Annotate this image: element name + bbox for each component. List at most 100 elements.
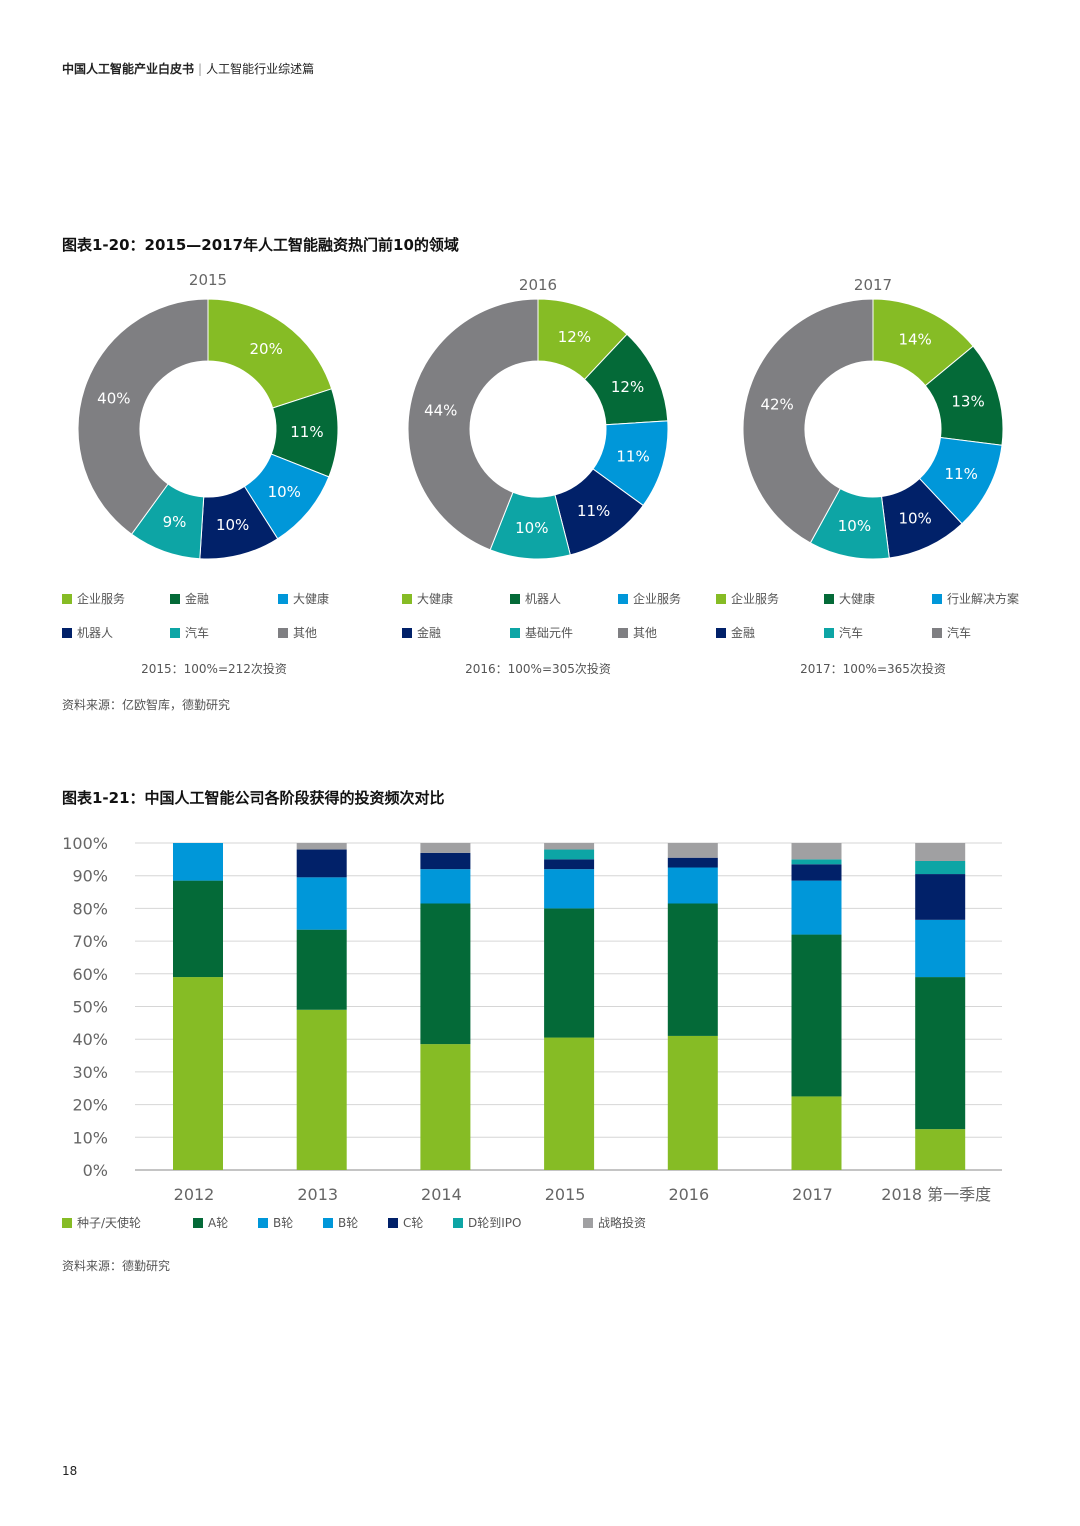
legend-swatch bbox=[278, 627, 288, 638]
bar-segment bbox=[420, 843, 471, 853]
legend-swatch bbox=[618, 593, 628, 604]
slice-label: 10% bbox=[268, 483, 301, 501]
slice-label: 14% bbox=[898, 330, 931, 348]
legend-label: 企业服务 bbox=[77, 592, 126, 606]
y-tick-label: 20% bbox=[72, 1096, 108, 1115]
donut-legend-row: 大健康 机器人 企业服务 bbox=[402, 590, 726, 607]
y-tick-label: 60% bbox=[72, 965, 108, 984]
legend-label: 金融 bbox=[417, 626, 442, 640]
bar-segment bbox=[296, 929, 347, 1010]
legend-label: 汽车 bbox=[185, 626, 210, 640]
legend-item: 机器人 bbox=[510, 590, 618, 607]
slice-label: 40% bbox=[97, 389, 130, 407]
bar-segment bbox=[173, 977, 223, 1170]
bar-segment bbox=[296, 843, 347, 850]
legend-swatch bbox=[193, 1217, 203, 1228]
y-tick-label: 90% bbox=[72, 867, 108, 886]
legend-swatch bbox=[388, 1217, 398, 1228]
legend-swatch bbox=[258, 1217, 268, 1228]
bar-segment bbox=[915, 977, 966, 1130]
bar-segment bbox=[791, 843, 842, 860]
page-number: 18 bbox=[62, 1464, 78, 1478]
bar-segment bbox=[544, 1037, 595, 1170]
slice-label: 11% bbox=[616, 448, 649, 466]
legend-item: 战略投资 bbox=[583, 1214, 683, 1231]
bar-segment bbox=[420, 1044, 471, 1170]
bar-segment bbox=[544, 908, 595, 1038]
donut-slice bbox=[77, 298, 209, 535]
y-tick-label: 50% bbox=[72, 998, 108, 1017]
y-tick-label: 10% bbox=[72, 1128, 108, 1147]
bar-segment bbox=[544, 843, 595, 850]
bar-segment bbox=[791, 1096, 842, 1170]
legend-swatch bbox=[510, 627, 520, 638]
donut-2017: 14% 13% 11% 10% 10% 42% bbox=[742, 298, 1004, 560]
donut-total-label: 2016：100%=305次投资 bbox=[465, 662, 611, 676]
legend-label: 其他 bbox=[633, 626, 658, 640]
x-tick-label: 2015 bbox=[545, 1185, 586, 1204]
donut-year-label: 2015 bbox=[188, 271, 228, 289]
figure-1-title: 图表1-20：2015—2017年人工智能融资热门前10的领域 bbox=[62, 236, 459, 254]
bar-segment bbox=[667, 843, 718, 858]
donut-legend-row: 企业服务 金融 大健康 bbox=[62, 590, 386, 607]
bar-segment bbox=[791, 864, 842, 881]
legend-label: 金融 bbox=[185, 592, 210, 606]
legend-item: 大健康 bbox=[824, 590, 932, 607]
donut-slice bbox=[742, 298, 874, 544]
legend-item: D轮到IPO bbox=[453, 1214, 583, 1231]
legend-swatch bbox=[62, 1217, 72, 1228]
legend-label: B轮 bbox=[273, 1216, 294, 1230]
legend-item: 金融 bbox=[402, 624, 510, 641]
legend-label: 大健康 bbox=[417, 592, 454, 606]
legend-label: A轮 bbox=[208, 1216, 229, 1230]
legend-label: C轮 bbox=[403, 1216, 424, 1230]
bar-segment bbox=[791, 934, 842, 1097]
slice-label: 10% bbox=[515, 519, 548, 537]
legend-label: 其他 bbox=[293, 626, 318, 640]
legend-item: 汽车 bbox=[932, 624, 1040, 641]
slice-label: 11% bbox=[290, 423, 323, 441]
bar-segment bbox=[296, 1009, 347, 1170]
slice-label: 9% bbox=[163, 513, 187, 531]
legend-label: 行业解决方案 bbox=[947, 592, 1020, 606]
legend-item: C轮 bbox=[388, 1214, 453, 1231]
figure-1-source: 资料来源：亿欧智库，德勤研究 bbox=[62, 698, 231, 712]
header-separator: | bbox=[198, 62, 203, 76]
y-tick-label: 100% bbox=[62, 834, 108, 853]
bar-segment bbox=[296, 877, 347, 930]
x-tick-label: 2014 bbox=[421, 1185, 462, 1204]
legend-item: B轮 bbox=[323, 1214, 388, 1231]
figure-2-source: 资料来源：德勤研究 bbox=[62, 1259, 171, 1273]
legend-swatch bbox=[402, 627, 412, 638]
donut-slice bbox=[407, 298, 539, 551]
donut-slice bbox=[207, 298, 333, 409]
legend-label: 汽车 bbox=[947, 626, 972, 640]
legend-swatch bbox=[453, 1217, 463, 1228]
legend-label: 基础元件 bbox=[525, 626, 574, 640]
donut-legend-row: 机器人 汽车 其他 bbox=[62, 624, 386, 641]
donut-2016: 12% 12% 11% 11% 10% 44% bbox=[407, 298, 669, 560]
bar-segment bbox=[420, 869, 471, 904]
legend-item: 其他 bbox=[618, 624, 726, 641]
bar-segment bbox=[791, 859, 842, 865]
legend-item: 基础元件 bbox=[510, 624, 618, 641]
legend-item: 机器人 bbox=[62, 624, 170, 641]
legend-swatch bbox=[510, 593, 520, 604]
legend-item: 汽车 bbox=[170, 624, 278, 641]
x-tick-label: 2017 bbox=[792, 1185, 833, 1204]
legend-swatch bbox=[932, 627, 942, 638]
legend-swatch bbox=[583, 1217, 593, 1228]
x-tick-label: 2012 bbox=[174, 1185, 215, 1204]
legend-swatch bbox=[824, 593, 834, 604]
slice-label: 11% bbox=[945, 465, 978, 483]
slice-label: 20% bbox=[250, 340, 283, 358]
bar-segment bbox=[667, 857, 718, 868]
bar-segment bbox=[915, 843, 966, 861]
x-tick-label: 2013 bbox=[297, 1185, 338, 1204]
x-tick-label: 2016 bbox=[668, 1185, 709, 1204]
slice-label: 10% bbox=[216, 516, 249, 534]
legend-label: B轮 bbox=[338, 1216, 359, 1230]
donut-total-label: 2017：100%=365次投资 bbox=[800, 662, 946, 676]
donut-charts: 20% 11% 10% 10% 9% 40% 12% 12% 11% 11% 10% 44% 14% 13… bbox=[77, 298, 1004, 560]
legend-label: 战略投资 bbox=[598, 1216, 647, 1230]
